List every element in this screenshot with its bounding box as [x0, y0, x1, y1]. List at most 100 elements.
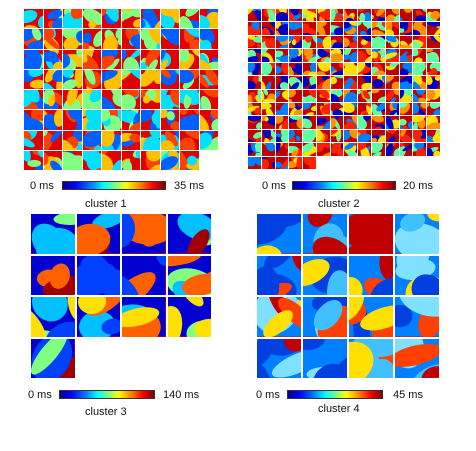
- activation-map-tile: [399, 35, 413, 49]
- activation-map-tile: [289, 35, 303, 49]
- activation-map-tile: [427, 102, 440, 116]
- activation-map-tile: [141, 49, 160, 69]
- activation-map-tile: [121, 90, 140, 110]
- activation-map-tile: [349, 338, 393, 378]
- activation-map-tile: [316, 9, 330, 22]
- activation-map-tile: [385, 22, 399, 35]
- activation-map-tile: [248, 143, 261, 156]
- activation-map-tile: [121, 69, 140, 89]
- activation-map-tile: [413, 143, 427, 156]
- activation-map-tile: [31, 214, 75, 254]
- colorbar-min-label: 0 ms: [30, 180, 54, 192]
- activation-map-tile: [160, 29, 179, 49]
- activation-map-grid: [257, 214, 439, 378]
- activation-map-tile: [63, 69, 82, 89]
- activation-map-tile: [261, 76, 275, 89]
- activation-map-tile: [316, 35, 330, 49]
- activation-map-tile: [199, 90, 218, 110]
- activation-map-tile: [82, 130, 101, 150]
- activation-map-tile: [43, 69, 62, 89]
- activation-map-tile: [31, 255, 75, 295]
- activation-map-tile: [141, 130, 160, 150]
- activation-map-tile: [413, 22, 427, 35]
- activation-map-tile: [261, 49, 275, 62]
- activation-map-tile: [82, 9, 101, 29]
- activation-map-tile: [102, 69, 121, 89]
- activation-map-tile: [121, 130, 140, 150]
- activation-map-tile: [395, 255, 439, 295]
- activation-map-tile: [330, 49, 344, 62]
- activation-map-tile: [160, 110, 179, 130]
- activation-map-tile: [24, 69, 43, 89]
- activation-map-tile: [427, 62, 440, 76]
- activation-map-tile: [303, 62, 316, 76]
- activation-map-tile: [248, 62, 261, 76]
- activation-map-tile: [275, 62, 289, 76]
- activation-map-tile: [372, 76, 385, 89]
- activation-map-tile: [413, 76, 427, 89]
- activation-map-tile: [261, 35, 275, 49]
- activation-map-tile: [303, 156, 316, 169]
- activation-map-tile: [248, 116, 261, 129]
- activation-map-tile: [160, 69, 179, 89]
- activation-map-tile: [358, 62, 372, 76]
- activation-map-tile: [427, 129, 440, 143]
- activation-map-tile: [248, 76, 261, 89]
- colorbar: [292, 181, 396, 190]
- activation-map-tile: [303, 129, 316, 143]
- activation-map-tile: [160, 90, 179, 110]
- activation-map-tile: [63, 130, 82, 150]
- activation-map-tile: [303, 102, 316, 116]
- activation-map-tile: [385, 89, 399, 102]
- activation-map-tile: [141, 9, 160, 29]
- activation-map-tile: [31, 338, 75, 378]
- activation-map-tile: [257, 214, 301, 254]
- activation-map-tile: [372, 49, 385, 62]
- activation-map-tile: [248, 9, 261, 22]
- activation-map-tile: [358, 49, 372, 62]
- activation-map-tile: [330, 116, 344, 129]
- activation-map-tile: [180, 90, 199, 110]
- activation-map-tile: [289, 129, 303, 143]
- activation-map-tile: [43, 130, 62, 150]
- activation-map-tile: [141, 150, 160, 170]
- activation-map-tile: [358, 116, 372, 129]
- activation-map-tile: [261, 62, 275, 76]
- activation-map-tile: [102, 49, 121, 69]
- activation-map-tile: [385, 9, 399, 22]
- activation-map-tile: [358, 76, 372, 89]
- activation-map-tile: [316, 143, 330, 156]
- activation-map-tile: [413, 9, 427, 22]
- activation-map-tile: [180, 110, 199, 130]
- activation-map-tile: [24, 110, 43, 130]
- activation-map-tile: [102, 110, 121, 130]
- activation-map-tile: [427, 89, 440, 102]
- activation-map-tile: [358, 35, 372, 49]
- activation-map-tile: [43, 9, 62, 29]
- activation-map-tile: [76, 297, 120, 337]
- activation-map-tile: [122, 214, 166, 254]
- activation-map-tile: [413, 102, 427, 116]
- activation-map-tile: [399, 76, 413, 89]
- activation-map-tile: [358, 143, 372, 156]
- activation-map-tile: [160, 49, 179, 69]
- activation-map-tile: [330, 22, 344, 35]
- activation-map-tile: [349, 297, 393, 337]
- activation-map-tile: [358, 22, 372, 35]
- colorbar-max-label: 35 ms: [174, 180, 204, 192]
- activation-map-tile: [316, 116, 330, 129]
- activation-map-tile: [160, 9, 179, 29]
- activation-map-tile: [43, 90, 62, 110]
- cluster-label: cluster 4: [318, 403, 360, 415]
- colorbar: [59, 390, 155, 399]
- activation-map-tile: [289, 22, 303, 35]
- activation-map-tile: [303, 22, 316, 35]
- activation-map-tile: [289, 49, 303, 62]
- activation-map-tile: [261, 116, 275, 129]
- activation-map-tile: [275, 102, 289, 116]
- activation-map-tile: [121, 150, 140, 170]
- activation-map-tile: [303, 76, 316, 89]
- activation-map-tile: [180, 150, 199, 170]
- activation-map-tile: [199, 130, 218, 150]
- activation-map-tile: [199, 69, 218, 89]
